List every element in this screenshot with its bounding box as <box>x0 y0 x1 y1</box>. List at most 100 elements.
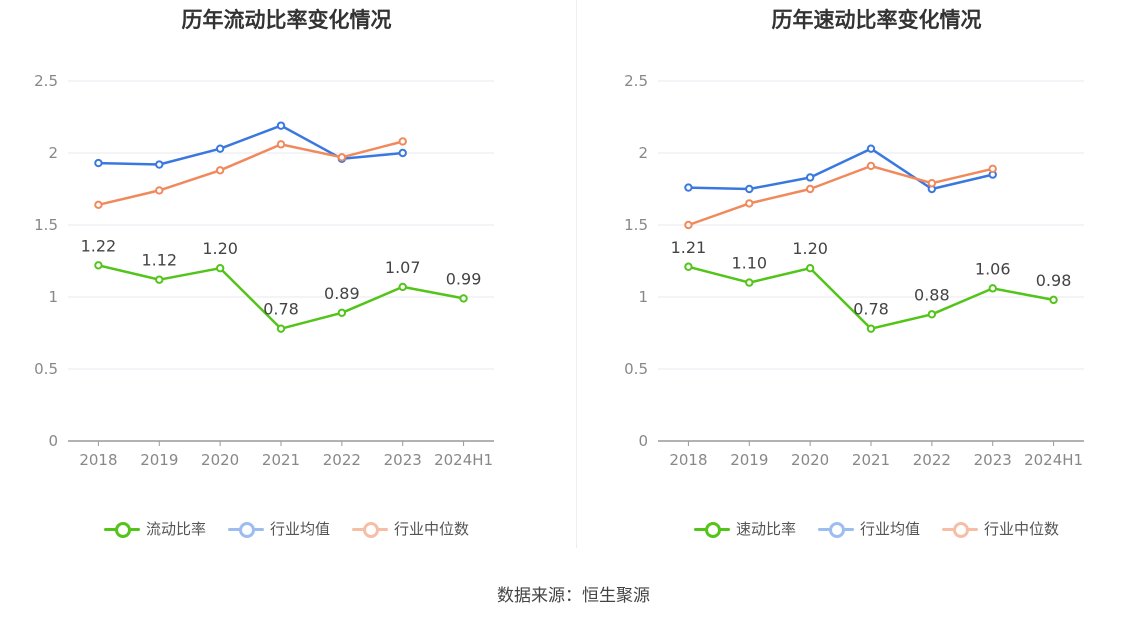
current-ratio-chart: 历年流动比率变化情况 0 0.5 1 1.5 2 2.5 2018 2019 2020 2021 2… <box>0 0 573 560</box>
legend-median-icon <box>352 520 388 538</box>
y-tick-label: 2.5 <box>624 72 648 90</box>
data-point-median[interactable] <box>805 184 815 194</box>
data-label: 0.88 <box>914 285 950 304</box>
series-line-avg <box>98 124 403 166</box>
legend-item-median[interactable]: 行业中位数 <box>942 518 1059 539</box>
x-tick-label: 2019 <box>730 451 768 469</box>
legend-label: 流动比率 <box>145 520 206 538</box>
y-tick-label: 2.5 <box>34 72 58 90</box>
data-label: 0.98 <box>1036 271 1072 290</box>
data-label: 1.21 <box>671 238 707 257</box>
data-point-median[interactable] <box>337 153 347 162</box>
x-tick-label: 2024H1 <box>1024 451 1083 469</box>
legend-avg-icon <box>817 520 854 538</box>
data-point-ratio[interactable] <box>684 262 693 271</box>
data-label: 1.07 <box>385 258 421 277</box>
data-point-avg[interactable] <box>155 160 164 169</box>
series-line-median <box>98 140 404 207</box>
data-point-ratio[interactable] <box>276 324 286 333</box>
data-label: 0.78 <box>263 300 299 319</box>
data-point-median[interactable] <box>988 164 997 174</box>
legend: 速动比率 行业均值 行业中位数 <box>590 518 1147 539</box>
data-point-avg[interactable] <box>94 158 103 168</box>
data-label: 0.78 <box>853 300 889 319</box>
legend-item-avg[interactable]: 行业均值 <box>227 518 330 539</box>
y-tick-label: 2 <box>638 144 648 162</box>
data-point-median[interactable] <box>276 140 286 149</box>
data-point-avg[interactable] <box>805 173 815 182</box>
y-tick-label: 0 <box>638 432 648 450</box>
legend: 流动比率 行业均值 行业中位数 <box>0 518 573 539</box>
data-point-avg[interactable] <box>684 183 693 192</box>
legend-label: 行业中位数 <box>394 520 470 538</box>
data-point-ratio[interactable] <box>745 278 754 287</box>
x-tick-label: 2020 <box>791 451 829 469</box>
legend-label: 行业均值 <box>269 520 330 538</box>
quick-ratio-plot: 0 0.5 1 1.5 2 2.5 2018 2019 2020 2021 2022 2023 2024… <box>624 72 1084 469</box>
x-tick-label: 2018 <box>669 451 707 469</box>
x-tick-label: 2024H1 <box>434 451 493 469</box>
series-line-avg <box>688 147 993 191</box>
x-tick-label: 2021 <box>262 451 300 469</box>
data-point-avg[interactable] <box>745 184 754 194</box>
legend-label: 行业中位数 <box>984 520 1060 538</box>
data-point-ratio[interactable] <box>1049 295 1058 305</box>
x-tick-label: 2023 <box>384 451 422 469</box>
x-tick-label: 2018 <box>79 451 117 469</box>
current-ratio-plot: 0 0.5 1 1.5 2 2.5 2018 2019 2020 2021 2022 2023 2024… <box>34 72 494 469</box>
data-point-ratio[interactable] <box>927 310 937 319</box>
x-tick-label: 2020 <box>201 451 239 469</box>
chart-title: 历年速动比率变化情况 <box>771 8 982 32</box>
data-label: 0.89 <box>324 284 360 303</box>
data-source: 数据来源：恒生聚源 <box>497 586 650 606</box>
data-point-median[interactable] <box>927 179 937 188</box>
legend-item-ratio[interactable]: 速动比率 <box>693 518 796 539</box>
data-label: 1.06 <box>975 259 1011 278</box>
legend-item-avg[interactable]: 行业均值 <box>817 518 920 539</box>
x-tick-label: 2022 <box>323 451 361 469</box>
legend-avg-icon <box>227 520 264 538</box>
data-point-ratio[interactable] <box>866 324 876 333</box>
data-label: 0.99 <box>446 269 482 288</box>
data-point-median[interactable] <box>745 199 754 208</box>
data-point-ratio[interactable] <box>805 264 815 273</box>
quick-ratio-chart: 历年速动比率变化情况 0 0.5 1 1.5 2 2.5 2018 2019 2020 2021 2… <box>590 0 1147 560</box>
y-tick-label: 1 <box>48 288 58 306</box>
legend-label: 速动比率 <box>735 520 796 538</box>
data-point-ratio[interactable] <box>459 294 468 303</box>
data-label: 1.20 <box>792 239 828 258</box>
x-tick-label: 2022 <box>913 451 951 469</box>
chart-title: 历年流动比率变化情况 <box>181 8 392 32</box>
x-tick-label: 2019 <box>140 451 178 469</box>
data-point-median[interactable] <box>215 166 225 175</box>
y-tick-label: 1.5 <box>624 216 648 234</box>
data-point-median[interactable] <box>398 137 407 146</box>
data-label: 1.22 <box>81 236 117 255</box>
y-tick-label: 0 <box>48 432 58 450</box>
data-point-median[interactable] <box>94 200 103 210</box>
data-point-ratio[interactable] <box>215 264 225 273</box>
legend-ratio-icon <box>693 520 730 538</box>
y-tick-label: 0.5 <box>624 360 648 378</box>
data-point-median[interactable] <box>684 220 693 230</box>
data-point-avg[interactable] <box>866 144 876 153</box>
data-point-avg[interactable] <box>398 148 407 158</box>
panel-divider <box>576 0 577 548</box>
data-point-ratio[interactable] <box>988 284 997 293</box>
y-tick-label: 0.5 <box>34 360 58 378</box>
legend-ratio-icon <box>103 520 140 538</box>
legend-item-ratio[interactable]: 流动比率 <box>103 518 206 539</box>
legend-label: 行业均值 <box>859 520 920 538</box>
data-point-ratio[interactable] <box>398 282 407 292</box>
data-point-ratio[interactable] <box>337 308 347 318</box>
y-tick-label: 1.5 <box>34 216 58 234</box>
data-point-median[interactable] <box>155 186 164 195</box>
legend-item-median[interactable]: 行业中位数 <box>352 518 469 539</box>
data-point-avg[interactable] <box>276 121 286 130</box>
data-point-ratio[interactable] <box>94 261 103 270</box>
data-label: 1.10 <box>731 254 767 273</box>
data-point-ratio[interactable] <box>155 275 164 284</box>
data-point-median[interactable] <box>866 161 876 171</box>
data-label: 1.12 <box>141 251 177 270</box>
data-point-avg[interactable] <box>215 144 225 153</box>
